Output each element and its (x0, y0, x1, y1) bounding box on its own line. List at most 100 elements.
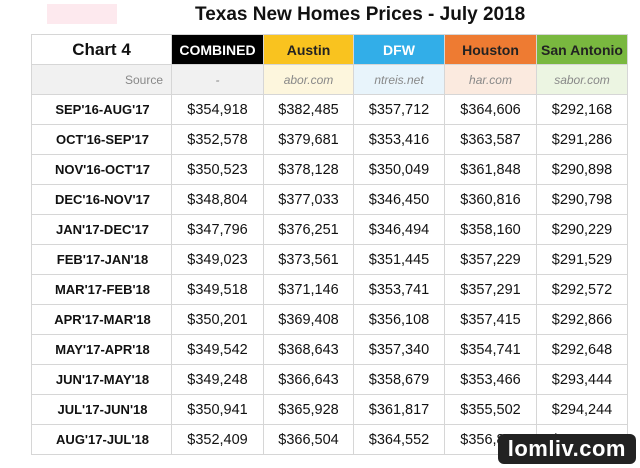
cell-austin: $379,681 (263, 124, 354, 155)
row-period-label: FEB'17-JAN'18 (31, 244, 172, 275)
cell-san-antonio: $294,244 (536, 394, 628, 425)
column-header-austin: Austin (263, 34, 354, 65)
cell-combined: $349,542 (171, 334, 264, 365)
row-period-label: JUN'17-MAY'18 (31, 364, 172, 395)
cell-combined: $349,023 (171, 244, 264, 275)
cell-dfw: $357,712 (353, 94, 445, 125)
cell-dfw: $356,108 (353, 304, 445, 335)
table-row: SEP'16-AUG'17 $354,918 $382,485 $357,712 $36… (31, 94, 628, 125)
cell-dfw: $346,450 (353, 184, 445, 215)
cell-combined: $350,941 (171, 394, 264, 425)
cell-dfw: $350,049 (353, 154, 445, 185)
cell-houston: $354,741 (444, 334, 537, 365)
source-combined: - (171, 64, 264, 95)
cell-houston: $358,160 (444, 214, 537, 245)
cell-combined: $352,578 (171, 124, 264, 155)
table-row: MAR'17-FEB'18 $349,518 $371,146 $353,741 $35… (31, 274, 628, 305)
table-row: MAY'17-APR'18 $349,542 $368,643 $357,340 $35… (31, 334, 628, 365)
source-dfw: ntreis.net (353, 64, 445, 95)
cell-dfw: $361,817 (353, 394, 445, 425)
decorative-strip (47, 4, 117, 24)
cell-combined: $349,248 (171, 364, 264, 395)
cell-san-antonio: $290,898 (536, 154, 628, 185)
cell-combined: $350,201 (171, 304, 264, 335)
cell-combined: $348,804 (171, 184, 264, 215)
cell-san-antonio: $290,229 (536, 214, 628, 245)
cell-san-antonio: $292,648 (536, 334, 628, 365)
cell-austin: $382,485 (263, 94, 354, 125)
cell-san-antonio: $291,529 (536, 244, 628, 275)
cell-san-antonio: $291,286 (536, 124, 628, 155)
cell-austin: $373,561 (263, 244, 354, 275)
row-period-label: SEP'16-AUG'17 (31, 94, 172, 125)
cell-houston: $353,466 (444, 364, 537, 395)
cell-dfw: $346,494 (353, 214, 445, 245)
row-period-label: MAR'17-FEB'18 (31, 274, 172, 305)
cell-dfw: $353,416 (353, 124, 445, 155)
source-san-antonio: sabor.com (536, 64, 628, 95)
row-period-label: NOV'16-OCT'17 (31, 154, 172, 185)
cell-san-antonio: $292,168 (536, 94, 628, 125)
row-period-label: AUG'17-JUL'18 (31, 424, 172, 455)
row-period-label: DEC'16-NOV'17 (31, 184, 172, 215)
cell-austin: $377,033 (263, 184, 354, 215)
row-period-label: JAN'17-DEC'17 (31, 214, 172, 245)
table-row: DEC'16-NOV'17 $348,804 $377,033 $346,450 $36… (31, 184, 628, 215)
table-row: JUL'17-JUN'18 $350,941 $365,928 $361,817 $35… (31, 394, 628, 425)
cell-houston: $361,848 (444, 154, 537, 185)
cell-combined: $350,523 (171, 154, 264, 185)
cell-houston: $363,587 (444, 124, 537, 155)
table-row: NOV'16-OCT'17 $350,523 $378,128 $350,049 $36… (31, 154, 628, 185)
row-period-label: APR'17-MAR'18 (31, 304, 172, 335)
cell-combined: $354,918 (171, 94, 264, 125)
cell-dfw: $364,552 (353, 424, 445, 455)
cell-dfw: $353,741 (353, 274, 445, 305)
cell-austin: $365,928 (263, 394, 354, 425)
cell-houston: $360,816 (444, 184, 537, 215)
cell-dfw: $357,340 (353, 334, 445, 365)
table-row: JUN'17-MAY'18 $349,248 $366,643 $358,679 $35… (31, 364, 628, 395)
table-row: OCT'16-SEP'17 $352,578 $379,681 $353,416 $36… (31, 124, 628, 155)
cell-austin: $366,504 (263, 424, 354, 455)
row-period-label: OCT'16-SEP'17 (31, 124, 172, 155)
cell-austin: $368,643 (263, 334, 354, 365)
cell-dfw: $351,445 (353, 244, 445, 275)
cell-houston: $355,502 (444, 394, 537, 425)
prices-table: Chart 4 COMBINED Austin DFW Houston San … (31, 34, 628, 455)
cell-austin: $371,146 (263, 274, 354, 305)
source-label: Source (31, 64, 172, 95)
source-austin: abor.com (263, 64, 354, 95)
cell-austin: $369,408 (263, 304, 354, 335)
row-period-label: MAY'17-APR'18 (31, 334, 172, 365)
cell-houston: $364,606 (444, 94, 537, 125)
column-header-houston: Houston (444, 34, 537, 65)
cell-dfw: $358,679 (353, 364, 445, 395)
cell-combined: $347,796 (171, 214, 264, 245)
cell-combined: $349,518 (171, 274, 264, 305)
cell-combined: $352,409 (171, 424, 264, 455)
source-houston: har.com (444, 64, 537, 95)
column-header-san-antonio: San Antonio (536, 34, 628, 65)
table-row: APR'17-MAR'18 $350,201 $369,408 $356,108 $35… (31, 304, 628, 335)
cell-houston: $357,229 (444, 244, 537, 275)
page-title: Texas New Homes Prices - July 2018 (195, 4, 526, 25)
chart-label: Chart 4 (31, 34, 172, 65)
watermark-badge: lomliv.com (497, 434, 636, 464)
table-row: JAN'17-DEC'17 $347,796 $376,251 $346,494 $35… (31, 214, 628, 245)
cell-austin: $376,251 (263, 214, 354, 245)
source-row: Source - abor.com ntreis.net har.com sab… (31, 64, 628, 95)
cell-san-antonio: $292,866 (536, 304, 628, 335)
cell-austin: $366,643 (263, 364, 354, 395)
cell-san-antonio: $292,572 (536, 274, 628, 305)
cell-houston: $357,291 (444, 274, 537, 305)
table-row: AUG'17-JUL'18 $352,409 $366,504 $364,552 $35… (31, 424, 628, 455)
cell-austin: $378,128 (263, 154, 354, 185)
cell-san-antonio: $293,444 (536, 364, 628, 395)
table-row: FEB'17-JAN'18 $349,023 $373,561 $351,445 $35… (31, 244, 628, 275)
header-row: Chart 4 COMBINED Austin DFW Houston San … (31, 34, 628, 65)
column-header-dfw: DFW (353, 34, 445, 65)
cell-san-antonio: $290,798 (536, 184, 628, 215)
cell-houston: $357,415 (444, 304, 537, 335)
row-period-label: JUL'17-JUN'18 (31, 394, 172, 425)
column-header-combined: COMBINED (171, 34, 264, 65)
